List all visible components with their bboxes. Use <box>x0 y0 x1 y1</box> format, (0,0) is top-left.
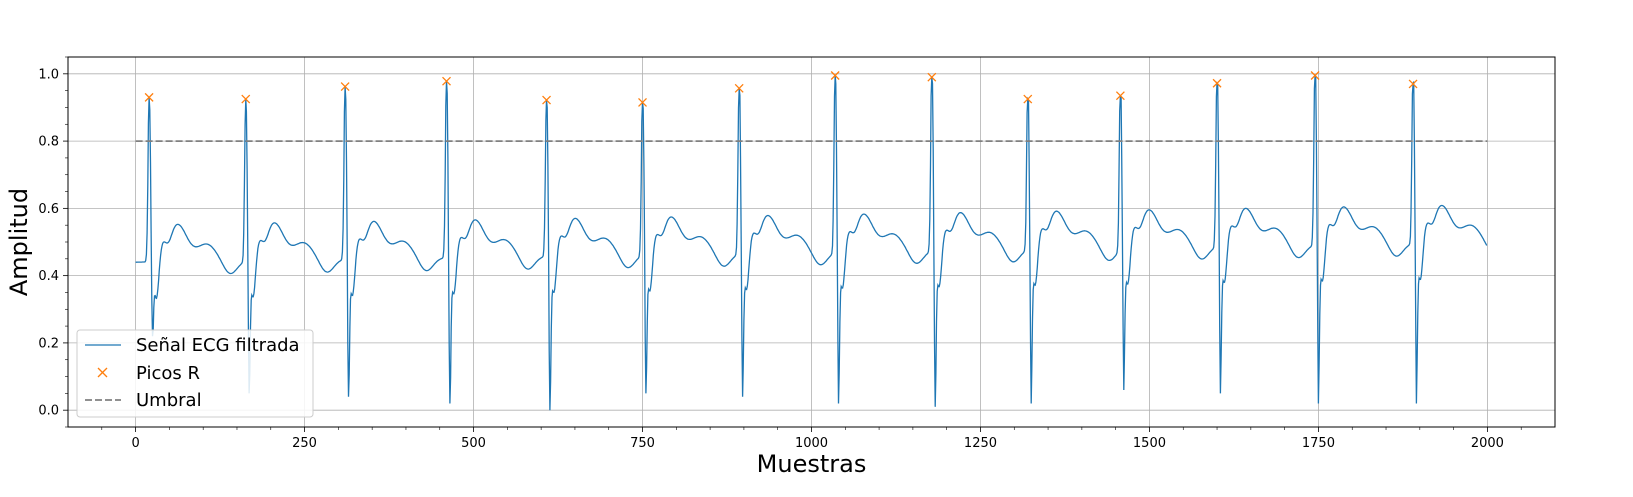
x-tick-label: 1250 <box>964 436 997 451</box>
y-tick-label: 0.2 <box>38 336 59 351</box>
x-tick-label: 1750 <box>1302 436 1335 451</box>
x-tick-label: 750 <box>630 436 655 451</box>
y-tick-label: 0.6 <box>38 202 59 217</box>
x-tick-label: 500 <box>461 436 486 451</box>
y-tick-label: 0.4 <box>38 269 59 284</box>
r-peak-marker <box>144 92 154 102</box>
legend-threshold-label: Umbral <box>136 390 202 411</box>
y-tick-label: 0.8 <box>38 135 59 150</box>
r-peak-marker <box>1408 79 1418 89</box>
r-peak-marker <box>1310 71 1320 80</box>
x-tick-label: 250 <box>292 436 317 451</box>
r-peak-marker <box>734 83 744 93</box>
x-tick-label: 0 <box>131 436 139 451</box>
r-peak-marker <box>542 95 552 105</box>
r-peak-marker <box>340 82 350 92</box>
legend-peaks-swatch <box>97 367 108 378</box>
r-peak-marker <box>927 72 937 82</box>
y-tick-label: 0.0 <box>38 404 59 419</box>
legend-box <box>76 329 314 418</box>
x-tick-label: 1500 <box>1133 436 1166 451</box>
x-tick-label: 2000 <box>1471 436 1504 451</box>
r-peak-marker <box>1212 78 1222 88</box>
y-tick-label: 1.0 <box>38 67 59 82</box>
x-tick-label: 1000 <box>795 436 828 451</box>
r-peak-marker <box>241 94 251 104</box>
axis-ticks: 0 250 500 750 1000 1250 1500 1750 2000 0.0 0.2 0.4 0… <box>38 56 1522 451</box>
x-axis-title: Muestras <box>757 450 867 478</box>
legend-peaks-label: Picos R <box>136 363 200 384</box>
r-peak-marker <box>1023 94 1033 104</box>
r-peak-marker <box>442 76 451 86</box>
plot-area <box>135 71 1488 411</box>
r-peak-marker <box>638 97 647 107</box>
y-axis-title: Amplitud <box>5 188 33 296</box>
r-peak-marker <box>830 71 840 80</box>
legend-ecg-label: Señal ECG filtrada <box>136 335 300 356</box>
legend: Señal ECG filtrada Picos R Umbral <box>76 329 314 418</box>
r-peak-markers <box>144 71 1418 107</box>
ecg-signal-line <box>135 74 1488 411</box>
r-peak-marker <box>1115 91 1125 101</box>
